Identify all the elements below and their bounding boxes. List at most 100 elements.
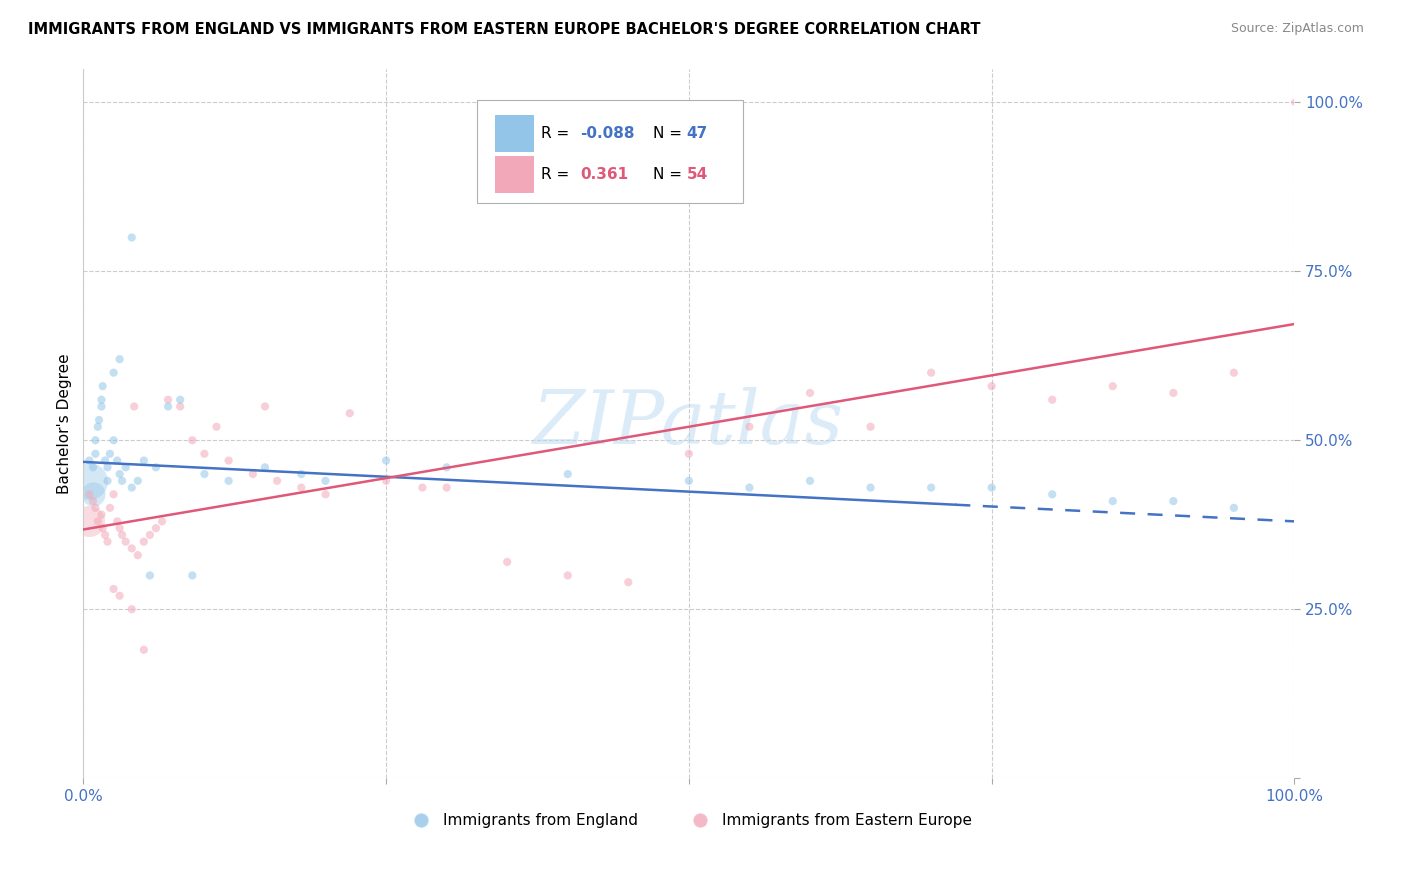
Point: [1163, 386, 1185, 401]
Point: [114, 534, 136, 549]
Point: [266, 474, 288, 488]
Point: [1101, 379, 1123, 393]
Point: [90, 400, 112, 414]
Text: 0.361: 0.361: [579, 167, 628, 182]
Point: [411, 481, 433, 495]
Point: [103, 366, 125, 380]
Text: N =: N =: [652, 167, 682, 182]
Point: [799, 474, 821, 488]
Point: [557, 568, 579, 582]
Point: [436, 481, 458, 495]
Point: [145, 460, 167, 475]
Point: [375, 474, 398, 488]
Point: [315, 474, 337, 488]
Point: [108, 467, 131, 481]
Point: [253, 400, 276, 414]
Text: ZIPatlas: ZIPatlas: [533, 387, 845, 459]
Point: [105, 453, 128, 467]
Point: [79, 453, 101, 467]
Point: [920, 481, 942, 495]
Point: [91, 521, 114, 535]
Point: [84, 434, 107, 448]
Point: [90, 392, 112, 407]
Point: [242, 467, 264, 481]
Point: [145, 521, 167, 535]
Point: [127, 548, 149, 562]
Point: [87, 515, 110, 529]
Point: [1040, 392, 1063, 407]
Point: [82, 494, 104, 508]
Point: [103, 487, 125, 501]
Point: [1223, 366, 1246, 380]
Point: [103, 434, 125, 448]
Point: [91, 379, 114, 393]
Point: [79, 515, 101, 529]
Point: [84, 500, 107, 515]
Point: [218, 453, 240, 467]
Point: [557, 467, 579, 481]
Point: [121, 602, 143, 616]
Point: [94, 528, 117, 542]
Point: [121, 541, 143, 556]
Point: [157, 392, 180, 407]
Point: [290, 467, 312, 481]
Point: [617, 575, 640, 590]
Text: IMMIGRANTS FROM ENGLAND VS IMMIGRANTS FROM EASTERN EUROPE BACHELOR'S DEGREE CORR: IMMIGRANTS FROM ENGLAND VS IMMIGRANTS FR…: [28, 22, 980, 37]
Text: Source: ZipAtlas.com: Source: ZipAtlas.com: [1230, 22, 1364, 36]
Point: [339, 406, 361, 420]
Point: [290, 481, 312, 495]
Text: R =: R =: [541, 167, 569, 182]
Point: [98, 447, 121, 461]
Point: [127, 474, 149, 488]
FancyBboxPatch shape: [495, 115, 534, 152]
Point: [1040, 487, 1063, 501]
Point: [87, 413, 110, 427]
Point: [122, 400, 145, 414]
Point: [96, 474, 118, 488]
Point: [111, 528, 134, 542]
Point: [678, 474, 700, 488]
Legend: Immigrants from England, Immigrants from Eastern Europe: Immigrants from England, Immigrants from…: [399, 807, 979, 834]
Point: [139, 568, 162, 582]
Point: [1101, 494, 1123, 508]
Point: [108, 521, 131, 535]
Point: [315, 487, 337, 501]
Point: [1223, 500, 1246, 515]
Point: [1163, 494, 1185, 508]
Point: [859, 419, 882, 434]
Point: [82, 460, 104, 475]
Point: [181, 434, 204, 448]
Point: [193, 447, 215, 461]
Point: [678, 447, 700, 461]
Point: [96, 460, 118, 475]
Text: 54: 54: [686, 167, 707, 182]
Point: [980, 379, 1002, 393]
Point: [169, 392, 191, 407]
Point: [121, 230, 143, 244]
Point: [84, 447, 107, 461]
Point: [132, 642, 155, 657]
FancyBboxPatch shape: [495, 156, 534, 193]
FancyBboxPatch shape: [477, 101, 744, 203]
Point: [121, 481, 143, 495]
Point: [799, 386, 821, 401]
Point: [496, 555, 519, 569]
Point: [218, 474, 240, 488]
Text: R =: R =: [541, 126, 569, 141]
Point: [181, 568, 204, 582]
Text: N =: N =: [652, 126, 682, 141]
Y-axis label: Bachelor's Degree: Bachelor's Degree: [58, 353, 72, 493]
Text: 47: 47: [686, 126, 707, 141]
Point: [375, 453, 398, 467]
Point: [205, 419, 228, 434]
Point: [82, 487, 104, 501]
Point: [90, 508, 112, 522]
Point: [96, 534, 118, 549]
Point: [157, 400, 180, 414]
Point: [108, 589, 131, 603]
Point: [169, 400, 191, 414]
Point: [79, 474, 101, 488]
Point: [253, 460, 276, 475]
Point: [111, 474, 134, 488]
Point: [132, 534, 155, 549]
